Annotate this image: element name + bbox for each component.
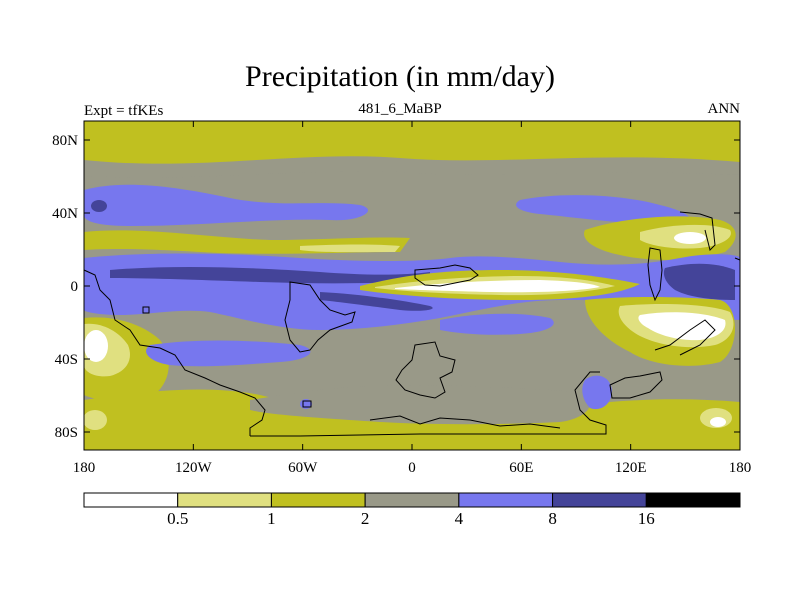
coast-island-2 [302,400,312,408]
map-field [84,121,740,450]
field-antarctic-light-2 [84,410,107,430]
lat-tick-label: 80N [52,133,78,149]
field-north-band-edge [84,156,740,178]
colorbar-box [177,492,272,508]
colorbar-label: 2 [361,509,370,528]
field-antarctic-blue [582,375,612,410]
longitude-axis: 180 120W 60W 0 60E 120E 180 [73,121,752,476]
lon-tick-label: 60W [288,460,318,476]
colorbar-label: 1 [267,509,276,528]
field-subtropic-lt-nh [300,244,400,253]
lon-tick-label: 180 [729,460,752,476]
coast-pacific-island [734,257,741,261]
chart-title: Precipitation (in mm/day) [245,60,555,93]
colorbar: 0.5 1 2 4 8 16 [83,492,741,528]
coast-japan [679,211,716,251]
coastlines [83,211,741,437]
colorbar-label: 16 [638,509,655,528]
lon-tick-label: 120W [175,460,213,476]
colorbar-box [645,492,741,508]
season-label: ANN [707,101,741,117]
colorbar-box [270,492,366,508]
colorbar-box [83,492,179,508]
colorbar-label: 8 [548,509,557,528]
coast-antarctic-inner [369,415,561,429]
lat-tick-label: 0 [71,279,79,295]
coast-africa [395,341,456,399]
colorbar-box [458,492,554,508]
field-storm-track-nh [84,184,369,226]
experiment-label: Expt = tfKEs [84,103,164,119]
case-label: 481_6_MaBP [358,101,442,117]
colorbar-label: 0.5 [167,509,188,528]
lon-tick-label: 0 [408,460,416,476]
field-storm-track-sh [146,340,311,367]
field-dry-tongue-core [395,280,600,293]
field-storm-track-nh-east [516,195,691,226]
colorbar-box [364,492,460,508]
field-pacific-nh-dry-core [674,232,706,244]
coast-island [142,306,150,314]
field-sh-east-core [638,312,726,341]
coast-australia [609,371,663,399]
field-itcz-core-east [663,263,735,300]
lat-tick-label: 40N [52,206,78,222]
lat-tick-label: 40S [55,352,78,368]
field-antarctic-grey [250,385,591,425]
coast-antarctica [250,371,607,437]
field-storm-track-sh-mid [440,313,554,335]
lon-tick-label: 120E [615,460,647,476]
coast-east-asia [647,247,663,302]
lon-tick-label: 180 [73,460,96,476]
coast-asia [414,264,479,287]
field-sh-west-core [84,330,108,362]
coast-south-america [284,281,356,353]
field-antarctic-core-1 [710,417,726,427]
latitude-axis: 80N 40N 0 40S 80S [52,133,740,441]
coast-americas [83,269,266,436]
field-itcz-core-south [320,292,433,311]
field-itcz-core [110,266,430,284]
lat-tick-label: 80S [55,425,78,441]
coast-south-pacific [654,319,716,356]
lon-tick-label: 60E [509,460,533,476]
colorbar-box [552,492,647,508]
field-nh-dark-spot [91,200,107,212]
colorbar-label: 4 [455,509,464,528]
